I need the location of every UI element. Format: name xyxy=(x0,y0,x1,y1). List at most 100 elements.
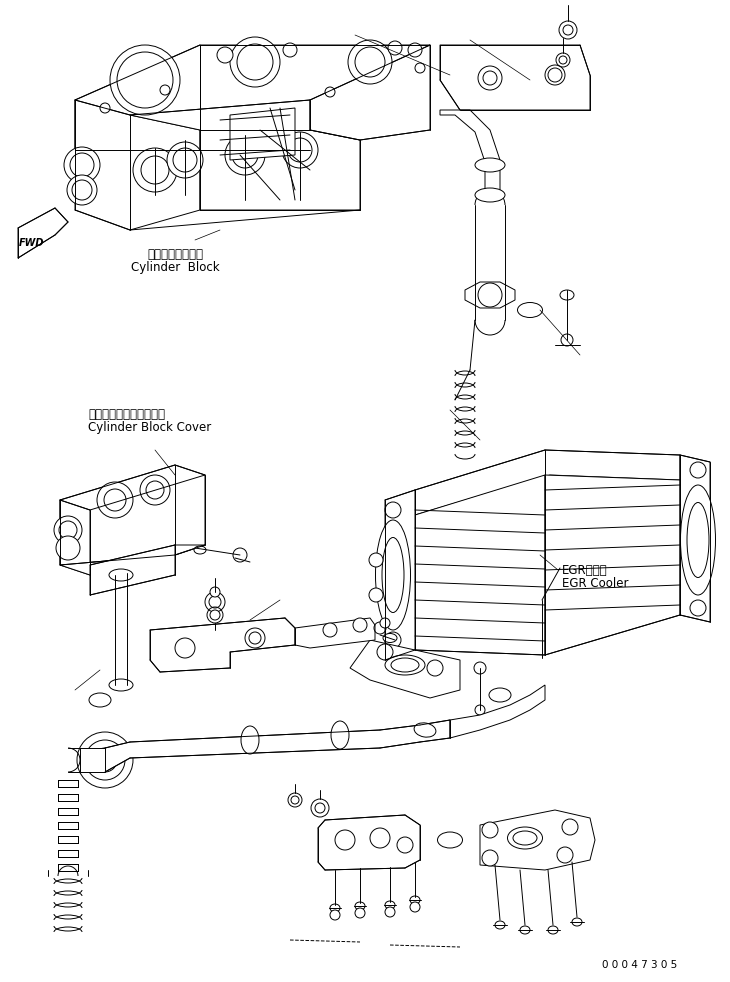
Text: Cylinder  Block: Cylinder Block xyxy=(131,261,219,274)
Text: EGRクーラ: EGRクーラ xyxy=(562,564,607,577)
Circle shape xyxy=(545,65,565,85)
Circle shape xyxy=(690,462,706,478)
Polygon shape xyxy=(318,815,420,870)
Circle shape xyxy=(315,803,325,813)
Circle shape xyxy=(388,41,402,55)
Ellipse shape xyxy=(241,726,259,754)
Circle shape xyxy=(385,502,401,518)
Circle shape xyxy=(563,25,573,35)
Circle shape xyxy=(225,135,265,175)
Circle shape xyxy=(325,87,335,97)
Polygon shape xyxy=(80,748,105,772)
Circle shape xyxy=(348,40,392,84)
Polygon shape xyxy=(75,100,200,230)
Circle shape xyxy=(369,588,383,602)
Ellipse shape xyxy=(520,926,530,934)
Ellipse shape xyxy=(518,302,542,317)
Circle shape xyxy=(335,830,355,850)
Ellipse shape xyxy=(109,679,133,691)
Polygon shape xyxy=(385,490,415,660)
Ellipse shape xyxy=(489,688,511,702)
Circle shape xyxy=(562,819,578,835)
Circle shape xyxy=(141,156,169,184)
Circle shape xyxy=(353,618,367,632)
Circle shape xyxy=(380,618,390,628)
Circle shape xyxy=(548,68,562,82)
Ellipse shape xyxy=(548,926,558,934)
Polygon shape xyxy=(90,545,175,595)
Circle shape xyxy=(249,632,261,644)
Polygon shape xyxy=(450,685,545,738)
Polygon shape xyxy=(310,45,430,140)
Polygon shape xyxy=(415,475,545,655)
Polygon shape xyxy=(18,208,68,258)
Circle shape xyxy=(370,828,390,848)
Text: 0 0 0 4 7 3 0 5: 0 0 0 4 7 3 0 5 xyxy=(602,960,677,970)
Polygon shape xyxy=(545,475,680,655)
Circle shape xyxy=(385,907,395,917)
Polygon shape xyxy=(58,850,78,857)
Circle shape xyxy=(427,660,443,676)
Circle shape xyxy=(233,548,247,562)
Ellipse shape xyxy=(375,520,410,630)
Circle shape xyxy=(209,596,221,608)
Circle shape xyxy=(323,623,337,637)
Circle shape xyxy=(77,732,133,788)
Circle shape xyxy=(288,138,312,162)
Circle shape xyxy=(97,482,133,518)
Circle shape xyxy=(415,63,425,73)
Polygon shape xyxy=(480,810,595,870)
Ellipse shape xyxy=(382,537,404,613)
Circle shape xyxy=(385,632,401,648)
Circle shape xyxy=(117,52,173,108)
Circle shape xyxy=(483,71,497,85)
Circle shape xyxy=(217,47,233,63)
Ellipse shape xyxy=(410,896,420,904)
Circle shape xyxy=(93,748,117,772)
Ellipse shape xyxy=(475,158,505,172)
Text: Cylinder Block Cover: Cylinder Block Cover xyxy=(88,421,211,434)
Polygon shape xyxy=(350,640,460,698)
Ellipse shape xyxy=(331,721,349,749)
Circle shape xyxy=(232,142,258,168)
Circle shape xyxy=(237,44,273,80)
Polygon shape xyxy=(58,794,78,801)
Circle shape xyxy=(330,910,340,920)
Polygon shape xyxy=(58,808,78,815)
Circle shape xyxy=(377,644,393,660)
Ellipse shape xyxy=(109,569,133,581)
Polygon shape xyxy=(440,110,500,200)
Circle shape xyxy=(110,45,180,115)
Polygon shape xyxy=(58,780,78,787)
Ellipse shape xyxy=(687,503,709,577)
Circle shape xyxy=(482,822,498,838)
Circle shape xyxy=(54,516,82,544)
Circle shape xyxy=(245,628,265,648)
Circle shape xyxy=(291,796,299,804)
Circle shape xyxy=(410,902,420,912)
Ellipse shape xyxy=(437,832,463,848)
Circle shape xyxy=(561,334,573,346)
Circle shape xyxy=(230,37,280,87)
Ellipse shape xyxy=(495,921,505,929)
Polygon shape xyxy=(58,822,78,829)
Ellipse shape xyxy=(385,901,395,909)
Ellipse shape xyxy=(385,655,425,675)
Circle shape xyxy=(146,481,164,499)
Circle shape xyxy=(167,142,203,178)
Text: シリンダブロック: シリンダブロック xyxy=(147,248,203,261)
Ellipse shape xyxy=(513,831,537,845)
Polygon shape xyxy=(440,45,590,110)
Ellipse shape xyxy=(330,904,340,912)
Polygon shape xyxy=(680,455,710,622)
Circle shape xyxy=(369,553,383,567)
Circle shape xyxy=(482,850,498,866)
Ellipse shape xyxy=(355,902,365,910)
Circle shape xyxy=(133,148,177,192)
Circle shape xyxy=(210,610,220,620)
Circle shape xyxy=(210,587,220,597)
Circle shape xyxy=(478,283,502,307)
Text: FWD: FWD xyxy=(19,238,45,248)
Circle shape xyxy=(282,132,318,168)
Circle shape xyxy=(70,153,94,177)
